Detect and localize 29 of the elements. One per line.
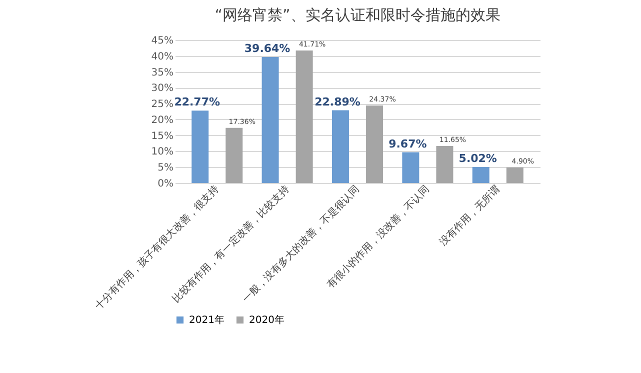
data-label: 22.89% [314, 95, 360, 108]
y-tick-label: 40% [151, 51, 174, 62]
bar [472, 167, 490, 183]
bar [402, 152, 420, 183]
y-tick-label: 25% [151, 99, 174, 110]
data-label: 5.02% [458, 152, 497, 166]
chart-title: “网络宵禁”、实名认证和限时令措施的效果 [214, 6, 500, 24]
y-tick-label: 35% [151, 67, 174, 78]
y-tick-label: 0% [158, 178, 174, 190]
bar [332, 110, 349, 183]
bar [192, 110, 209, 183]
bar [296, 50, 313, 183]
y-tick-label: 5% [158, 162, 174, 174]
bar [226, 128, 243, 183]
y-tick-label: 45% [151, 36, 174, 46]
legend-label: 2021年 [189, 314, 224, 326]
x-tick-label: 没有作用，无所谓 [437, 183, 502, 248]
bar [436, 146, 454, 183]
bar [366, 106, 384, 183]
y-tick-label: 10% [151, 146, 174, 158]
legend-label: 2020年 [249, 314, 284, 326]
data-label: 39.64% [244, 42, 290, 56]
y-tick-label: 15% [151, 130, 174, 142]
data-label: 22.77% [174, 96, 220, 109]
bar [506, 167, 524, 183]
data-label: 9.67% [388, 137, 427, 150]
y-tick-label: 30% [151, 83, 174, 94]
bar [262, 57, 279, 183]
y-tick-label: 20% [151, 114, 174, 126]
